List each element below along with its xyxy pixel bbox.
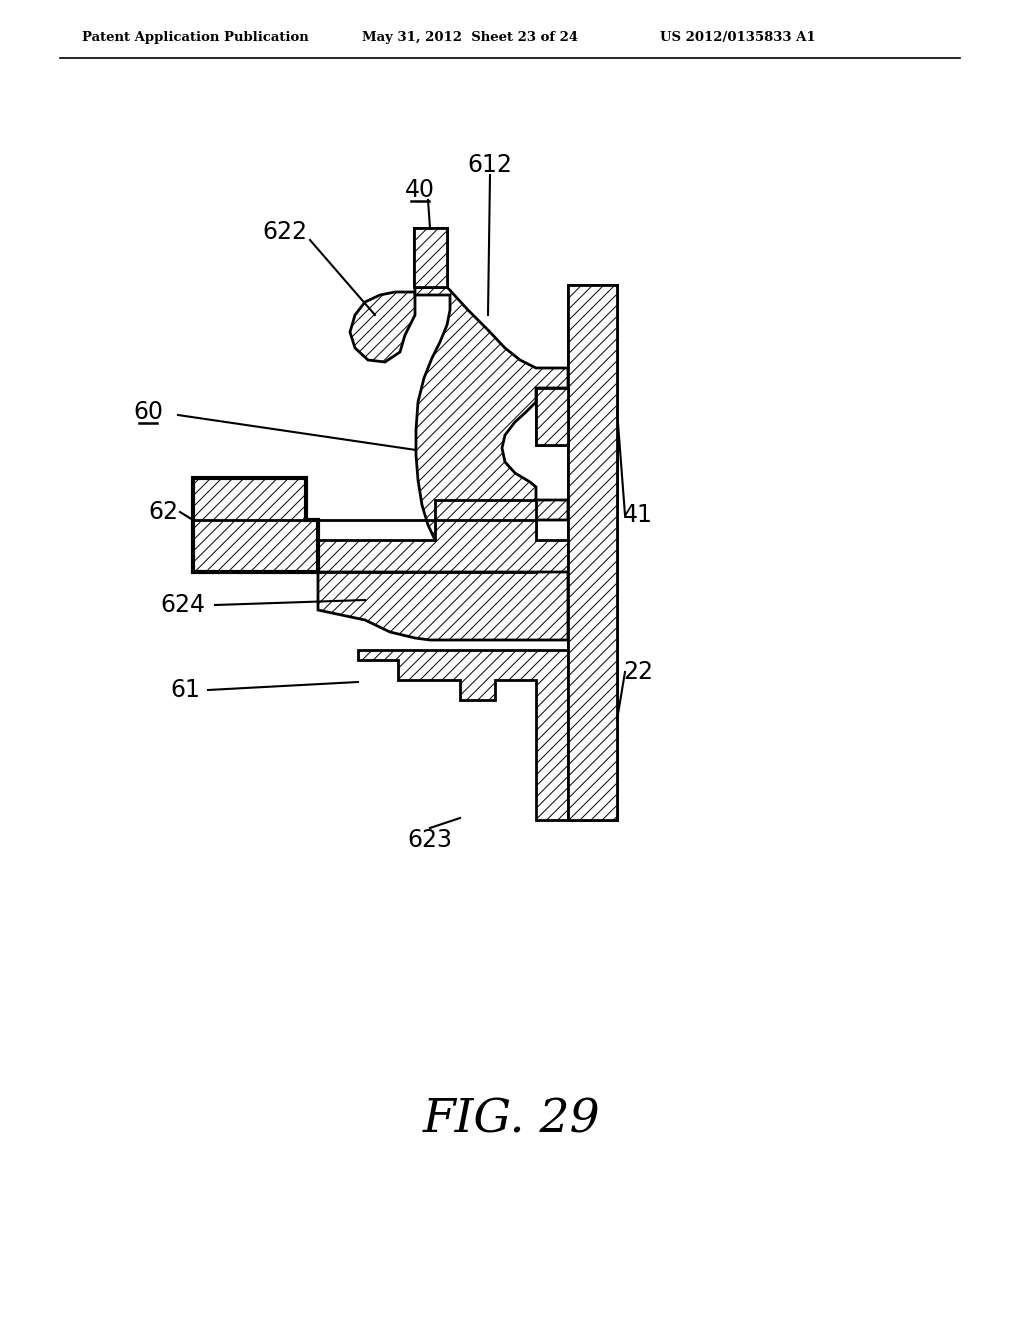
Polygon shape [568, 285, 617, 820]
Polygon shape [358, 649, 568, 820]
Text: 60: 60 [133, 400, 163, 424]
Polygon shape [536, 388, 568, 445]
Text: May 31, 2012  Sheet 23 of 24: May 31, 2012 Sheet 23 of 24 [362, 30, 579, 44]
Polygon shape [536, 388, 568, 445]
Polygon shape [318, 572, 568, 640]
Text: 61: 61 [170, 678, 200, 702]
Polygon shape [414, 228, 447, 286]
Polygon shape [350, 292, 415, 362]
Polygon shape [568, 285, 617, 820]
Text: 40: 40 [406, 178, 435, 202]
Text: FIG. 29: FIG. 29 [423, 1097, 601, 1143]
Text: 623: 623 [408, 828, 453, 851]
Text: 22: 22 [623, 660, 653, 684]
Text: 41: 41 [623, 503, 653, 527]
Text: 624: 624 [161, 593, 206, 616]
Text: Patent Application Publication: Patent Application Publication [82, 30, 309, 44]
Polygon shape [415, 286, 568, 540]
Polygon shape [318, 500, 568, 572]
Polygon shape [414, 228, 447, 286]
Text: US 2012/0135833 A1: US 2012/0135833 A1 [660, 30, 816, 44]
Text: 622: 622 [262, 220, 307, 244]
Polygon shape [193, 478, 318, 572]
Text: 612: 612 [468, 153, 512, 177]
Text: 62: 62 [148, 500, 178, 524]
Polygon shape [414, 228, 447, 286]
